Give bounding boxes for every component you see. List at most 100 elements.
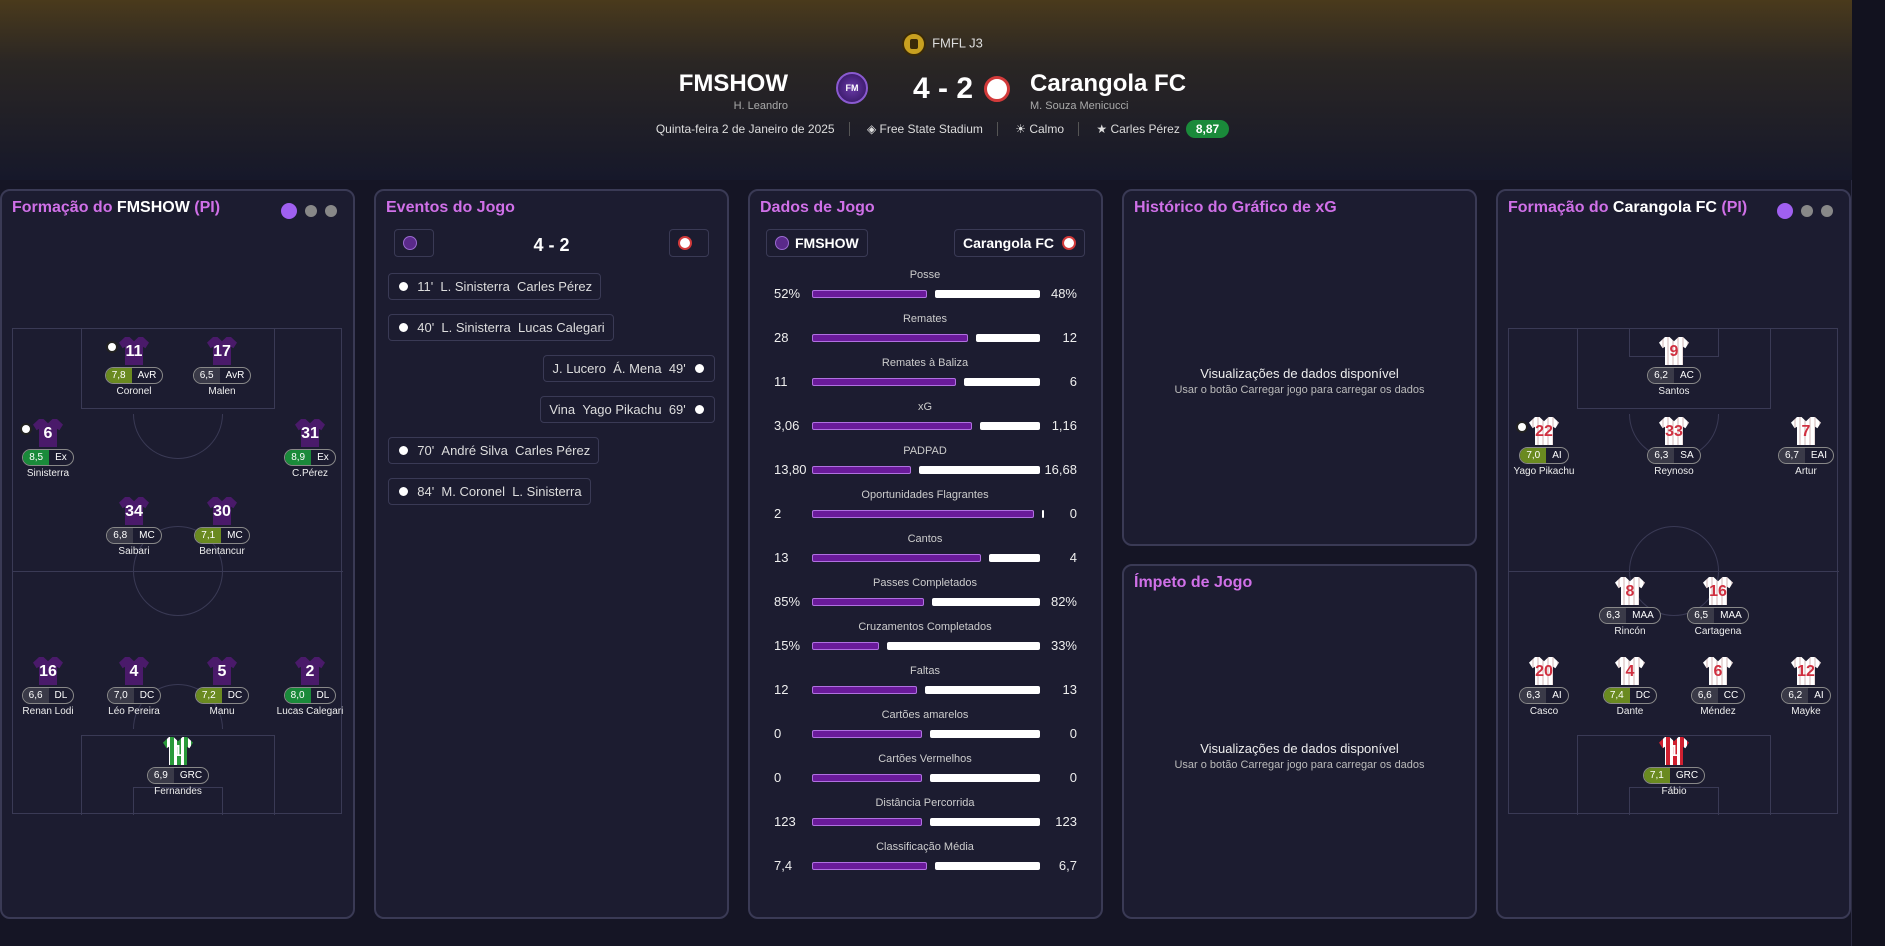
player-card[interactable]: 20 6,3 AI Casco bbox=[1499, 657, 1589, 717]
event-text: J. Lucero Á. Mena 49' bbox=[552, 361, 686, 376]
stat-home-value: 85% bbox=[774, 594, 801, 609]
stat-home-value: 13,80 bbox=[774, 462, 807, 477]
shirt-icon: 8 bbox=[1615, 577, 1645, 605]
player-card[interactable]: 1 6,9 GRC Fernandes bbox=[133, 737, 223, 797]
score: 4 - 2 bbox=[912, 72, 974, 105]
penalty-box bbox=[1577, 735, 1771, 815]
rating-pill: 7,2 DC bbox=[194, 687, 250, 704]
title-team: Carangola FC bbox=[1612, 199, 1717, 216]
player-card[interactable]: 5 7,2 DC Manu bbox=[177, 657, 267, 717]
player-rating: 7,8 bbox=[105, 368, 132, 383]
player-card[interactable]: 2 8,0 DL Lucas Calegari bbox=[265, 657, 355, 717]
competition: FMFL J3 bbox=[0, 32, 1885, 56]
player-name: Coronel bbox=[116, 386, 152, 397]
xg-empty: Visualizações de dados disponível Usar o… bbox=[1124, 366, 1475, 396]
player-position: GRC bbox=[1675, 770, 1699, 781]
player-card[interactable]: 7 6,7 EAI Artur bbox=[1761, 417, 1851, 477]
view-dot-3[interactable] bbox=[1821, 205, 1833, 217]
match-meta: Quinta-feira 2 de Janeiro de 2025 ◈ Free… bbox=[0, 120, 1885, 138]
rating-pill: 6,5 AvR bbox=[192, 367, 252, 384]
centre-circle bbox=[1629, 526, 1719, 616]
stat-away-bar bbox=[932, 598, 1040, 606]
goal-ball-icon bbox=[106, 341, 118, 353]
player-position: AI bbox=[1814, 690, 1824, 701]
player-name: Dante bbox=[1616, 706, 1644, 717]
stat-home-bar bbox=[812, 334, 968, 342]
player-of-match[interactable]: ★ Carles Pérez 8,87 bbox=[1082, 120, 1243, 138]
xg-empty-sub: Usar o botão Carregar jogo para carregar… bbox=[1174, 384, 1425, 396]
stat-label: Cartões Vermelhos bbox=[878, 753, 972, 765]
player-rating: 7,4 bbox=[1603, 688, 1630, 703]
stats-home-name: FMSHOW bbox=[795, 235, 859, 251]
player-position: CC bbox=[1723, 690, 1739, 701]
xg-empty-title: Visualizações de dados disponível bbox=[1200, 366, 1399, 381]
view-dot-1[interactable] bbox=[1777, 203, 1793, 219]
stat-label: Distância Percorrida bbox=[875, 797, 975, 809]
stat-home-value: 0 bbox=[774, 770, 782, 785]
player-rating: 8,5 bbox=[23, 450, 50, 465]
stat-home-value: 0 bbox=[774, 726, 782, 741]
stat-away-value: 13 bbox=[1062, 682, 1077, 697]
stats-home-team: FMSHOW bbox=[766, 229, 868, 257]
player-name: Rincón bbox=[1614, 626, 1646, 637]
player-position: EAI bbox=[1810, 450, 1828, 461]
event-item[interactable]: 40' L. Sinisterra Lucas Calegari bbox=[388, 314, 614, 341]
player-card[interactable]: 34 6,8 MC Saibari bbox=[89, 497, 179, 557]
player-card[interactable]: 16 6,6 DL Renan Lodi bbox=[3, 657, 93, 717]
shirt-icon: 2 bbox=[295, 657, 325, 685]
stadium-icon: ◈ bbox=[866, 122, 880, 136]
title-suffix: (PI) bbox=[194, 199, 221, 216]
shirt-icon: 17 bbox=[207, 337, 237, 365]
stat-home-bar bbox=[812, 510, 1034, 518]
shirt-icon: 16 bbox=[33, 657, 63, 685]
weather: ☀ Calmo bbox=[1001, 122, 1080, 136]
player-card[interactable]: 1 7,1 GRC Fábio bbox=[1629, 737, 1719, 797]
view-toggle bbox=[1769, 203, 1833, 222]
shirt-icon: 30 bbox=[207, 497, 237, 525]
goal-area bbox=[133, 787, 223, 815]
player-card[interactable]: 4 7,0 DC Léo Pereira bbox=[89, 657, 179, 717]
stat-home-value: 15% bbox=[774, 638, 801, 653]
event-item[interactable]: 11' L. Sinisterra Carles Pérez bbox=[388, 273, 602, 300]
goal-ball-icon bbox=[397, 280, 410, 293]
event-item[interactable]: J. Lucero Á. Mena 49' bbox=[543, 355, 715, 382]
event-item[interactable]: 70' André Silva Carles Pérez bbox=[388, 437, 600, 464]
view-dot-2[interactable] bbox=[305, 205, 317, 217]
away-lineup-title: Formação do Carangola FC (PI) bbox=[1508, 199, 1747, 217]
player-card[interactable]: 12 6,2 AI Mayke bbox=[1761, 657, 1851, 717]
event-item[interactable]: 84' M. Coronel L. Sinisterra bbox=[388, 478, 591, 505]
player-name: Santos bbox=[1658, 386, 1690, 397]
stat-away-bar bbox=[989, 554, 1040, 562]
player-card[interactable]: 30 7,1 MC Bentancur bbox=[177, 497, 267, 557]
player-card[interactable]: 8 6,3 MAA Rincón bbox=[1585, 577, 1675, 637]
player-rating: 6,8 bbox=[107, 528, 134, 543]
player-rating: 7,1 bbox=[195, 528, 222, 543]
view-dot-3[interactable] bbox=[325, 205, 337, 217]
player-card[interactable]: 9 6,2 AC Santos bbox=[1629, 337, 1719, 397]
player-position: Ex bbox=[317, 452, 329, 463]
shirt-icon: 16 bbox=[1703, 577, 1733, 605]
shirt-icon: 6 bbox=[33, 419, 63, 447]
view-dot-2[interactable] bbox=[1801, 205, 1813, 217]
view-dot-1[interactable] bbox=[281, 203, 297, 219]
player-card[interactable]: 33 6,3 SA Reynoso bbox=[1629, 417, 1719, 477]
player-card[interactable]: 22 7,0 AI Yago Pikachu bbox=[1499, 417, 1589, 477]
stat-home-bar bbox=[812, 422, 972, 430]
stat-label: Faltas bbox=[910, 665, 940, 677]
player-card[interactable]: 31 8,9 Ex C.Pérez bbox=[265, 419, 355, 479]
potm-name: Carles Pérez bbox=[1110, 122, 1180, 136]
stat-away-value: 6,7 bbox=[1058, 858, 1077, 873]
player-rating: 6,5 bbox=[1688, 608, 1715, 623]
player-card[interactable]: 11 7,8 AvR Coronel bbox=[89, 337, 179, 397]
player-card[interactable]: 6 8,5 Ex Sinisterra bbox=[3, 419, 93, 479]
player-card[interactable]: 16 6,5 MAA Cartagena bbox=[1673, 577, 1763, 637]
stat-label: Classificação Média bbox=[876, 841, 974, 853]
player-card[interactable]: 4 7,4 DC Dante bbox=[1585, 657, 1675, 717]
player-card[interactable]: 6 6,6 CC Méndez bbox=[1673, 657, 1763, 717]
player-card[interactable]: 17 6,5 AvR Malen bbox=[177, 337, 267, 397]
momentum-title: Ímpeto de Jogo bbox=[1134, 574, 1253, 591]
shirt-icon: 9 bbox=[1659, 337, 1689, 365]
event-item[interactable]: Vina Yago Pikachu 69' bbox=[540, 396, 715, 423]
away-team-name: Carangola FC bbox=[1030, 70, 1187, 97]
shirt-icon: 7 bbox=[1791, 417, 1821, 445]
